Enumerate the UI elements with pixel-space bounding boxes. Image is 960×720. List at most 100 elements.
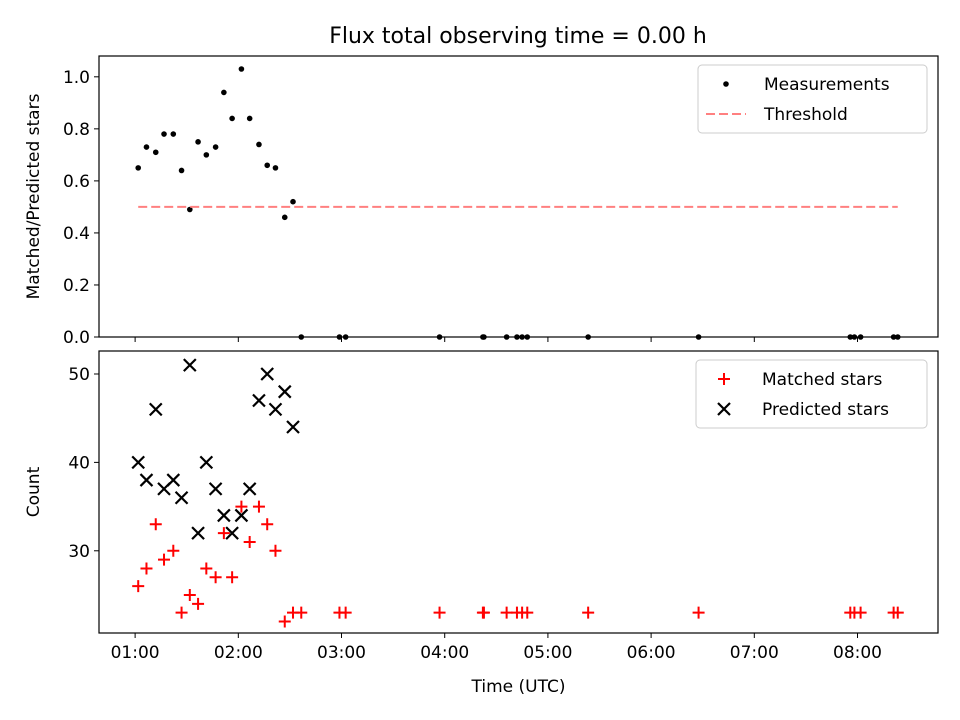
bottom-panel: 30 40 50 01:00 02:00 03:00 04:00 05:00 06:00 07:0… [24,350,939,697]
legend-marker [723,81,729,87]
x-tick-label: 07:00 [730,643,779,663]
series-matched-stars [132,500,904,628]
data-point [243,535,256,548]
y-tick-label: 0.0 [63,328,90,348]
data-point [261,518,274,531]
y-tick-label: 40 [68,453,90,473]
legend-label: Predicted stars [762,400,889,420]
data-point [203,152,210,158]
data-point [195,139,201,145]
axes-frame [98,55,939,338]
data-point [175,606,188,619]
data-point [477,606,490,619]
data-point [135,165,142,171]
y-tick-label: 0.6 [63,172,90,192]
x-tick-label: 06:00 [627,643,676,663]
data-point [582,606,595,619]
data-point [170,131,177,137]
x-tick-label: 08:00 [833,643,882,663]
data-point [272,165,279,171]
y-axis-label: Count [24,466,44,517]
data-point [217,527,230,540]
data-point [339,606,352,619]
data-point [148,402,163,417]
data-point [277,384,292,399]
data-point [269,544,282,557]
data-point [131,455,145,470]
data-point [238,66,245,72]
data-point [234,508,249,523]
data-point [221,89,227,96]
data-point [191,526,205,540]
data-point [692,606,705,619]
legend: Matched stars Predicted stars [695,359,928,429]
data-point [286,420,300,434]
data-point [252,393,266,408]
legend-label: Measurements [764,75,890,95]
x-tick-label: 02:00 [214,643,263,663]
chart-title: Flux total observing time = 0.00 h [329,24,707,49]
data-point [264,162,271,169]
data-point [281,214,288,221]
x-tick-label: 01:00 [111,643,160,663]
data-point [187,206,193,213]
series-measurements [135,66,901,340]
data-point [229,115,235,122]
legend-marker [718,373,730,385]
data-point [295,606,308,619]
data-point [212,144,219,150]
data-point [209,571,222,584]
data-point [140,562,153,575]
data-point [225,526,239,540]
data-point [139,473,154,487]
legend-marker [717,402,731,416]
data-point [246,115,253,122]
data-point [199,455,214,470]
data-point [200,562,213,575]
data-point [161,131,167,137]
series-predicted-stars [131,358,300,540]
y-tick-label: 30 [68,542,90,562]
data-point [891,606,904,619]
top-panel: 0.0 0.2 0.4 0.6 0.8 1.0 Matched/Predicted star… [24,55,939,348]
data-point [500,606,513,619]
legend-label: Matched stars [762,370,882,390]
data-point [217,508,231,523]
data-point [260,367,274,381]
x-axis-label: Time (UTC) [471,677,566,697]
data-point [132,580,145,593]
y-tick-label: 0.4 [63,224,90,244]
data-point [208,482,223,496]
legend-box [697,64,928,134]
legend-box [695,359,928,429]
x-tick-label: 05:00 [523,643,572,663]
y-tick-label: 0.8 [63,120,90,140]
x-tick-label: 04:00 [420,643,469,663]
data-point [158,553,171,566]
data-point [268,402,283,417]
data-point [166,473,181,487]
legend-label: Threshold [763,105,848,125]
data-point [226,571,239,584]
data-point [433,606,446,619]
data-point [854,606,867,619]
y-axis-label: Matched/Predicted stars [24,93,44,299]
data-point [167,544,180,557]
data-point [256,141,262,148]
data-point [178,167,185,174]
data-point [152,149,159,156]
data-point [290,198,296,205]
y-tick-label: 0.2 [63,276,90,296]
data-point [183,588,196,601]
axes-frame [98,350,939,634]
data-point [174,490,189,505]
x-tick-label: 03:00 [317,643,366,663]
data-point [143,144,150,150]
data-point [192,597,205,610]
data-point [521,606,534,619]
data-point [252,500,265,513]
data-point [242,482,257,496]
legend: Measurements Threshold [697,64,928,134]
y-tick-label: 50 [68,365,90,385]
